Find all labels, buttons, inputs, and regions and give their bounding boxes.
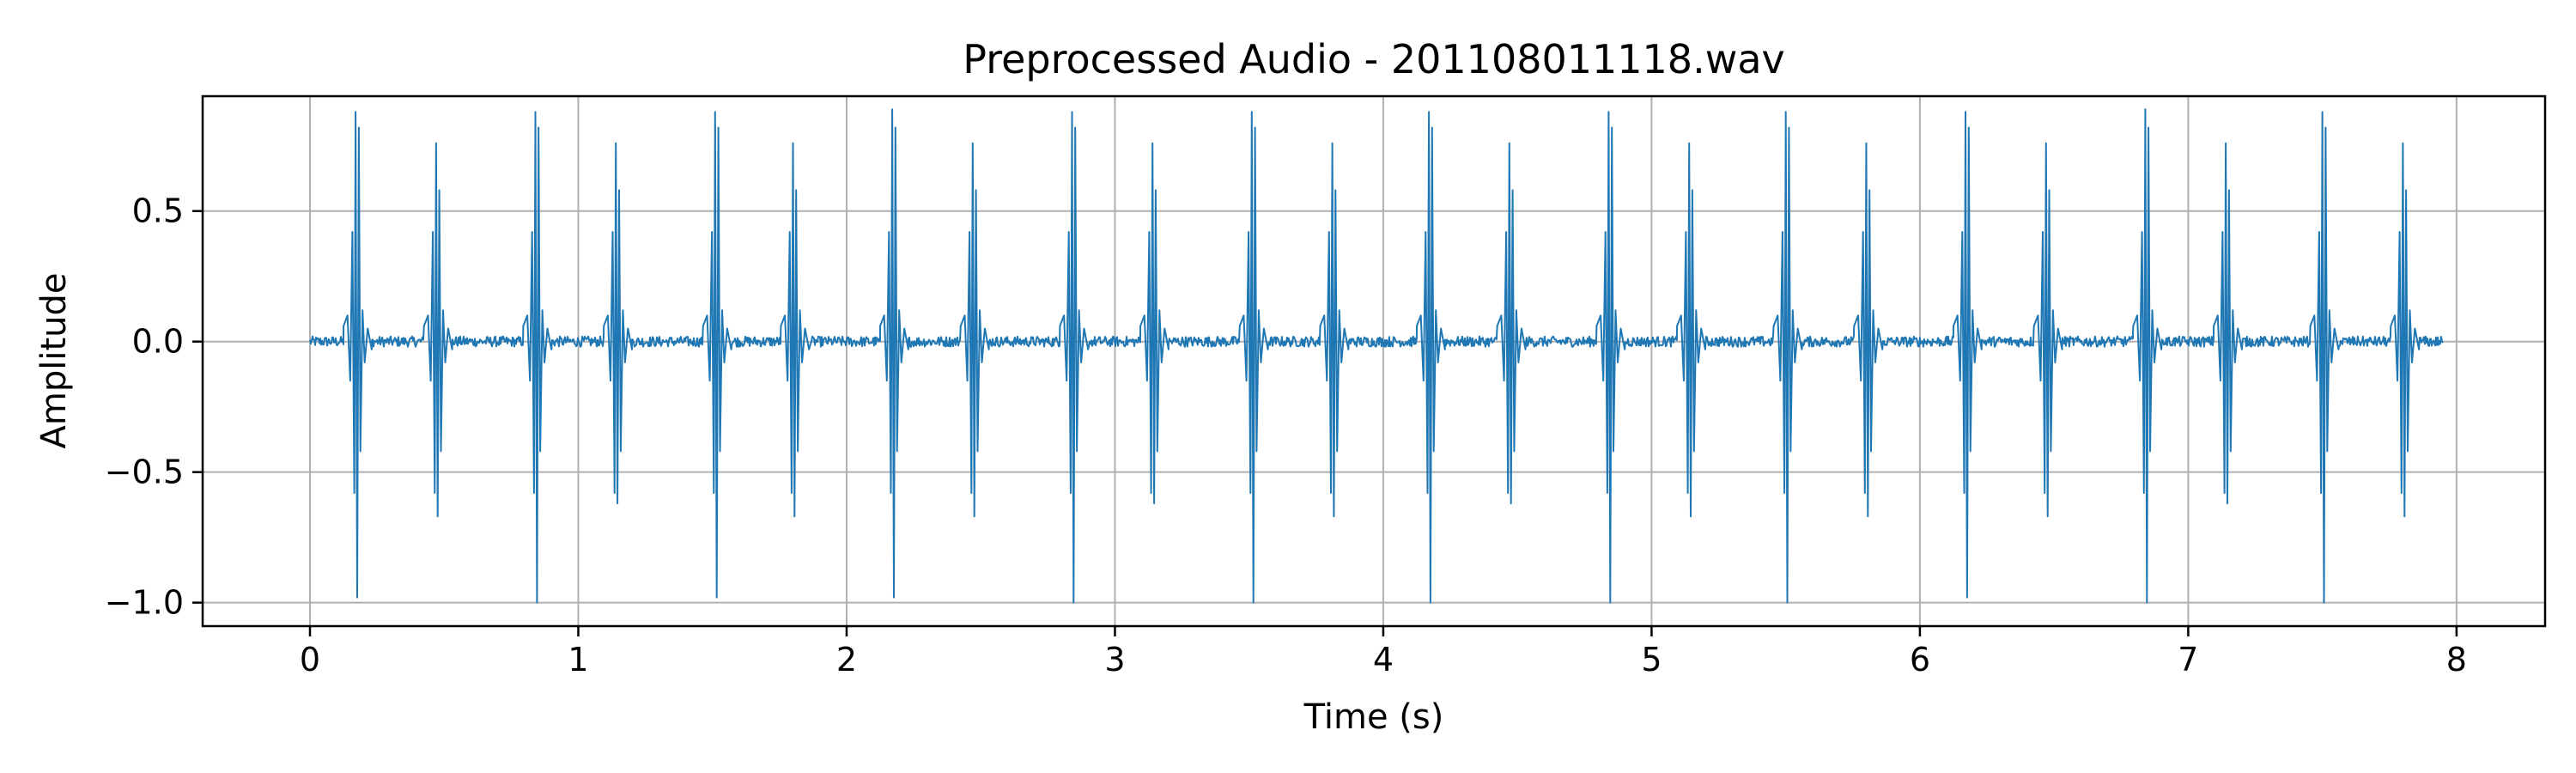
x-tick-label: 5 xyxy=(1641,641,1662,679)
x-tick-label: 6 xyxy=(1910,641,1930,679)
x-tick-label: 2 xyxy=(836,641,857,679)
x-axis-label: Time (s) xyxy=(1303,697,1444,737)
x-tick-label: 7 xyxy=(2178,641,2198,679)
y-tick-label: −1.0 xyxy=(105,584,184,622)
y-tick-label: 0.0 xyxy=(132,323,184,361)
y-axis-ticks: −1.0 −0.5 0.0 0.5 xyxy=(105,192,203,622)
x-tick-label: 8 xyxy=(2446,641,2467,679)
plot-frame xyxy=(201,94,2547,628)
y-tick-label: −0.5 xyxy=(105,453,184,491)
x-tick-label: 4 xyxy=(1373,641,1394,679)
x-tick-label: 1 xyxy=(568,641,588,679)
chart-title: Preprocessed Audio - 201108011118.wav xyxy=(963,36,1784,82)
y-tick-label: 0.5 xyxy=(132,192,184,230)
x-axis-ticks: 0 1 2 3 4 5 6 7 8 xyxy=(300,626,2467,679)
x-tick-label: 0 xyxy=(300,641,320,679)
plot-area xyxy=(309,108,2444,604)
grid xyxy=(203,96,2545,626)
x-tick-label: 3 xyxy=(1104,641,1125,679)
series-line-audio xyxy=(309,108,2444,604)
y-axis-label: Amplitude xyxy=(34,273,74,449)
